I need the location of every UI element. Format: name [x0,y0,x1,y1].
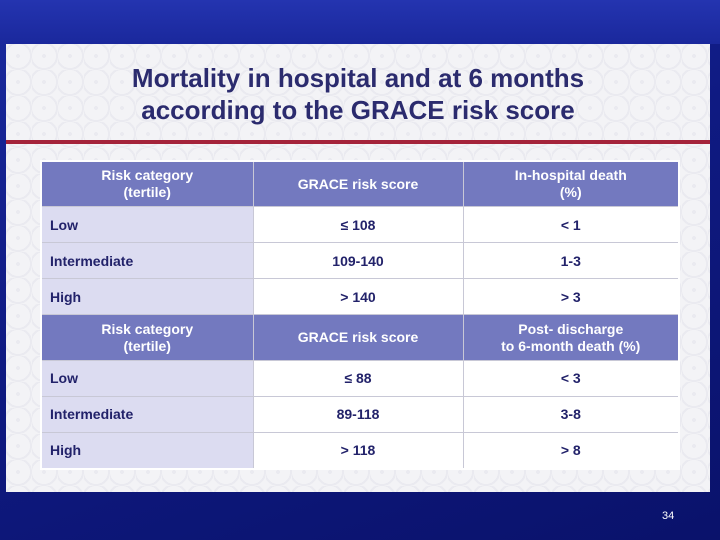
death-rate-cell: 1-3 [462,242,680,280]
risk-category-cell: High [40,278,254,316]
table-row: Low ≤ 88 < 3 [40,359,680,397]
grace-score-cell: > 140 [252,278,464,316]
death-rate-cell: < 1 [462,206,680,244]
grace-table-wrapper: Risk category (tertile) GRACE risk score… [40,160,680,470]
header-cell: GRACE risk score [252,314,464,361]
grace-score-cell: ≤ 88 [252,359,464,397]
header-row-post-discharge: Risk category (tertile) GRACE risk score… [40,314,680,361]
risk-category-cell: Low [40,359,254,397]
page-number: 34 [662,510,675,522]
table-row: Intermediate 89-118 3-8 [40,395,680,433]
title-line-2: according to the GRACE risk score [141,95,575,125]
risk-category-cell: High [40,431,254,470]
grace-score-cell: 89-118 [252,395,464,433]
slide: Mortality in hospital and at 6 months ac… [6,44,710,492]
table-row: High > 140 > 3 [40,278,680,316]
title-line-1: Mortality in hospital and at 6 months [131,63,585,93]
header-cell: Risk category (tertile) [40,314,254,361]
grace-risk-table: Risk category (tertile) GRACE risk score… [40,160,680,470]
header-cell: GRACE risk score [252,160,464,208]
table-row: Intermediate 109-140 1-3 [40,242,680,280]
grace-score-cell: > 118 [252,431,464,470]
top-band [0,0,720,44]
grace-score-cell: 109-140 [252,242,464,280]
header-cell: In-hospital death (%) [462,160,680,208]
grace-score-cell: ≤ 108 [252,206,464,244]
death-rate-cell: > 3 [462,278,680,316]
header-cell: Risk category (tertile) [40,160,254,208]
death-rate-cell: > 8 [462,431,680,470]
table-row: High > 118 > 8 [40,431,680,470]
risk-category-cell: Low [40,206,254,244]
table-row: Low ≤ 108 < 1 [40,206,680,244]
risk-category-cell: Intermediate [40,242,254,280]
death-rate-cell: 3-8 [462,395,680,433]
slide-title: Mortality in hospital and at 6 months ac… [6,62,710,126]
death-rate-cell: < 3 [462,359,680,397]
title-divider [6,140,710,144]
header-row-in-hospital: Risk category (tertile) GRACE risk score… [40,160,680,208]
risk-category-cell: Intermediate [40,395,254,433]
header-cell: Post- discharge to 6-month death (%) [462,314,680,361]
